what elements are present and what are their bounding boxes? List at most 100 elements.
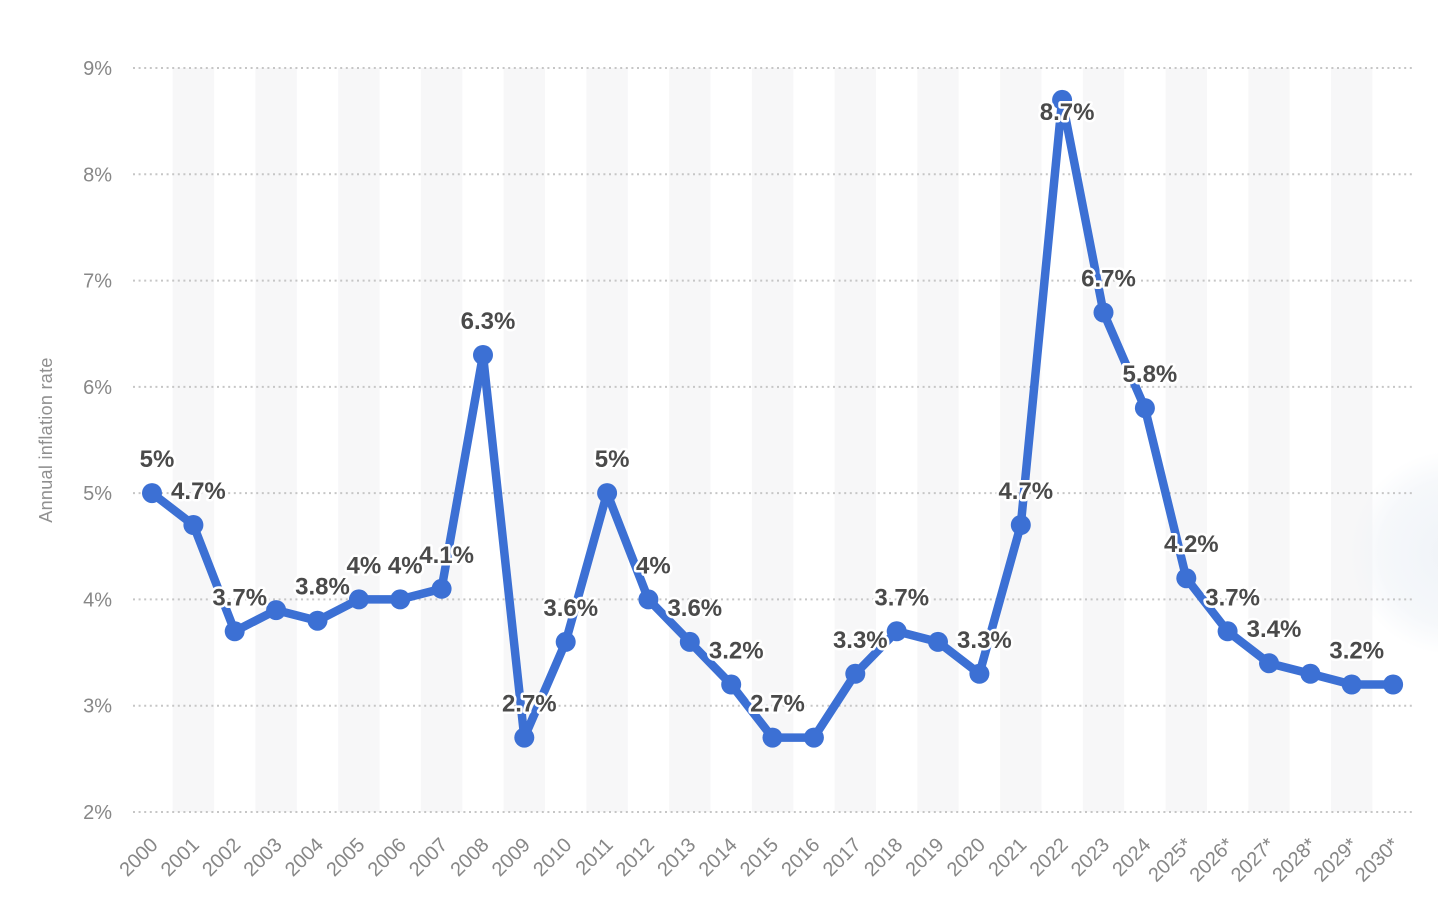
data-point-2007[interactable] [431,578,452,599]
value-label-2015: 2.7% [750,691,805,718]
x-tick-2000: 2000 [116,834,163,881]
x-tick-2021: 2021 [984,834,1031,881]
value-label-2014: 3.2% [709,638,764,665]
data-point-2011[interactable] [597,483,618,504]
x-tick-2001: 2001 [157,834,204,881]
data-point-2008[interactable] [473,345,493,365]
data-point-2024[interactable] [1134,398,1155,419]
data-point-2030[interactable] [1383,674,1404,695]
y-tick-3%: 3% [83,696,112,718]
data-point-2009[interactable] [514,727,535,748]
year-band-2019 [917,68,959,812]
value-label-2009: 2.7% [502,691,557,718]
data-point-2018[interactable] [886,621,907,642]
data-point-2015[interactable] [762,727,783,748]
y-tick-8%: 8% [83,164,112,186]
year-band-2023 [1082,68,1125,812]
value-label-2008: 6.3% [461,308,516,335]
x-tick-2010: 2010 [529,834,576,881]
gridlines [133,67,1412,813]
data-points [142,89,1404,748]
value-label-2017: 3.3% [833,627,888,654]
data-point-2016[interactable] [803,727,824,748]
data-point-2003[interactable] [266,600,287,621]
x-tick-2005: 2005 [322,834,369,881]
x-tick-2028: 2028* [1268,834,1321,887]
x-tick-2016: 2016 [777,834,824,881]
x-tick-2030: 2030* [1351,834,1404,887]
value-label-2004: 3.8% [295,574,350,601]
value-label-2013: 3.6% [667,595,722,622]
x-tick-2018: 2018 [860,834,907,881]
data-point-2014[interactable] [721,674,742,695]
value-label-2024: 5.8% [1123,361,1178,388]
data-point-2027[interactable] [1259,653,1279,674]
edge-watermark-blob [1350,451,1438,655]
data-point-2026[interactable] [1217,621,1238,642]
year-band-2025 [1165,68,1207,812]
y-axis-tick-labels: 9% 8% 7% 6% 5% 4% 3% 2% [83,58,112,824]
y-tick-2%: 2% [83,802,112,824]
data-point-2019[interactable] [928,631,948,652]
data-point-2013[interactable] [679,631,700,652]
value-label-2026: 3.7% [1205,584,1260,611]
data-point-2022[interactable] [1052,89,1073,110]
data-point-2012[interactable] [638,589,659,610]
data-point-2002[interactable] [224,621,245,642]
x-tick-2015: 2015 [736,834,783,881]
x-tick-2022: 2022 [1026,834,1073,881]
y-tick-7%: 7% [83,271,112,293]
data-point-2005[interactable] [348,589,369,610]
data-point-2006[interactable] [390,589,411,610]
x-tick-2009: 2009 [488,834,535,881]
value-label-2002: 3.7% [212,584,267,611]
x-tick-2029: 2029* [1310,834,1363,887]
value-label-2023: 6.7% [1081,266,1136,293]
year-band-2015 [751,68,794,812]
year-bands [172,68,1373,812]
x-tick-2023: 2023 [1067,834,1114,881]
x-tick-2007: 2007 [405,834,452,881]
data-point-2023[interactable] [1093,302,1114,323]
data-point-2028[interactable] [1300,663,1321,684]
data-point-2004[interactable] [307,610,328,631]
year-band-2007 [420,68,463,812]
x-tick-2004: 2004 [281,834,328,881]
x-tick-2002: 2002 [198,834,245,881]
value-label-2001: 4.7% [171,478,226,505]
value-label-2007: 4.1% [419,542,474,569]
y-tick-5%: 5% [83,483,112,505]
year-band-2013 [669,68,711,812]
year-band-2005 [338,68,380,812]
value-label-2010: 3.6% [543,595,598,622]
y-tick-6%: 6% [83,377,112,399]
year-band-2009 [503,68,545,812]
data-point-2010[interactable] [555,631,576,652]
data-point-2020[interactable] [969,663,990,684]
data-point-2001[interactable] [183,515,204,535]
x-tick-2008: 2008 [447,834,494,881]
value-label-2025: 4.2% [1164,531,1219,558]
value-label-2029: 3.2% [1329,638,1384,665]
x-tick-2006: 2006 [364,834,411,881]
value-label-2000: 5% [140,446,175,473]
x-tick-2020: 2020 [943,834,990,881]
y-tick-9%: 9% [83,58,112,80]
x-tick-2014: 2014 [695,834,742,881]
value-label-2018: 3.7% [874,584,929,611]
data-point-2000[interactable] [142,483,162,504]
value-label-2012: 4% [636,552,671,579]
data-point-2021[interactable] [1010,515,1031,535]
year-band-2003 [255,68,297,812]
year-band-2021 [1000,68,1042,812]
x-tick-2019: 2019 [902,834,949,881]
data-point-2025[interactable] [1176,568,1197,589]
data-point-2017[interactable] [845,663,866,684]
value-label-2020: 3.3% [957,627,1012,654]
year-band-2011 [586,68,628,812]
value-label-2005: 4% [347,552,382,579]
x-tick-2012: 2012 [612,834,659,881]
y-axis-title: Annual inflation rate [36,357,56,522]
data-point-2029[interactable] [1341,674,1362,695]
